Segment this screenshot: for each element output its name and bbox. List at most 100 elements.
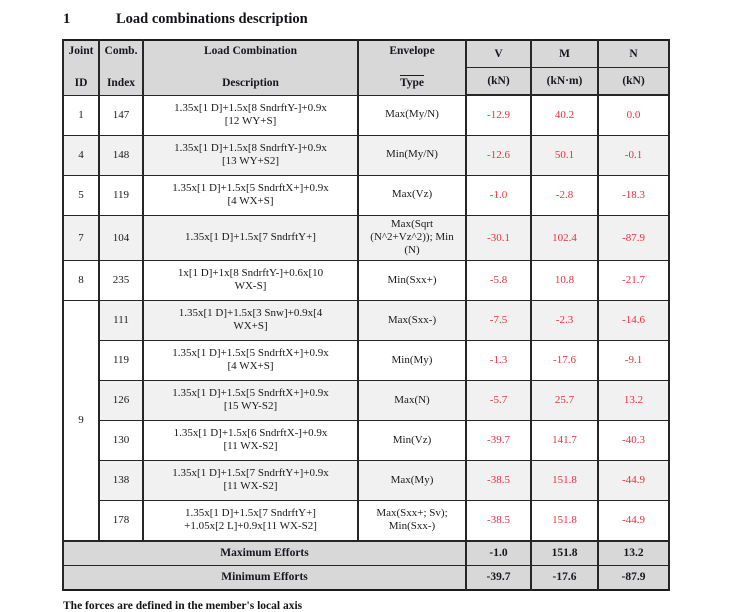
effort-v-cell: -39.7	[465, 564, 532, 591]
load-combination-cell: 1.35x[1 D]+1.5x[7 SndrftY+] +1.05x[2 L]+…	[142, 499, 359, 542]
joint-header-line1: Joint	[68, 45, 94, 58]
load-combinations-table: Joint ID Comb. Index Load Combination De…	[62, 39, 670, 591]
m-value-cell: -17.6	[530, 339, 599, 381]
table-row: 126 1.35x[1 D]+1.5x[5 SndrftX+]+0.9x [15 …	[63, 379, 670, 421]
envelope-type-cell: Max(Sxx-)	[357, 299, 467, 341]
comb-index-cell: 130	[98, 419, 144, 461]
column-unit-v: (kN)	[465, 67, 532, 96]
v-value-cell: -1.0	[465, 174, 532, 216]
envelope-type-cell: Min(My/N)	[357, 134, 467, 176]
comb-header-line2: Index	[106, 77, 136, 90]
table-body: 1 147 1.35x[1 D]+1.5x[8 SndrftY-]+0.9x [12…	[62, 94, 670, 591]
v-value-cell: -38.5	[465, 459, 532, 501]
m-value-cell: 151.8	[530, 499, 599, 542]
envelope-header-line2: Type	[399, 75, 425, 90]
v-value-cell: -1.3	[465, 339, 532, 381]
column-header-joint-id: Joint ID	[62, 39, 100, 96]
joint-id-cell: 9	[62, 299, 100, 542]
n-value-cell: -44.9	[597, 459, 670, 501]
comb-index-cell: 235	[98, 259, 144, 301]
n-value-cell: -0.1	[597, 134, 670, 176]
column-header-comb-index: Comb. Index	[98, 39, 144, 96]
load-combination-cell: 1.35x[1 D]+1.5x[3 Snw]+0.9x[4 WX+S]	[142, 299, 359, 341]
n-value-cell: -21.7	[597, 259, 670, 301]
comb-index-cell: 138	[98, 459, 144, 501]
joint-id-cell: 4	[62, 134, 100, 176]
table-row: 8 235 1x[1 D]+1x[8 SndrftY-]+0.6x[10 WX-S]…	[62, 259, 670, 301]
m-value-cell: 141.7	[530, 419, 599, 461]
envelope-type-cell: Max(Sxx+; Sv); Min(Sxx-)	[357, 499, 467, 542]
load-combination-cell: 1.35x[1 D]+1.5x[7 SndrftY+]	[142, 214, 359, 261]
table-header: Joint ID Comb. Index Load Combination De…	[62, 39, 670, 96]
comb-index-cell: 178	[98, 499, 144, 542]
load-combination-cell: 1.35x[1 D]+1.5x[7 SndrftY+]+0.9x [11 WX-…	[142, 459, 359, 501]
envelope-type-cell: Max(Sqrt (N^2+Vz^2)); Min (N)	[357, 214, 467, 261]
table-row: 138 1.35x[1 D]+1.5x[7 SndrftY+]+0.9x [11 …	[63, 459, 670, 501]
table-row: 1 147 1.35x[1 D]+1.5x[8 SndrftY-]+0.9x [12…	[62, 94, 670, 136]
n-value-cell: 13.2	[597, 379, 670, 421]
envelope-type-cell: Min(Vz)	[357, 419, 467, 461]
v-value-cell: -7.5	[465, 299, 532, 341]
table-row: 5 119 1.35x[1 D]+1.5x[5 SndrftX+]+0.9x [4 …	[62, 174, 670, 216]
envelope-type-cell: Min(Sxx+)	[357, 259, 467, 301]
section-number: 1	[63, 11, 71, 27]
m-value-cell: -2.3	[530, 299, 599, 341]
table-row: 4 148 1.35x[1 D]+1.5x[8 SndrftY-]+0.9x [13…	[62, 134, 670, 176]
load-combination-cell: 1x[1 D]+1x[8 SndrftY-]+0.6x[10 WX-S]	[142, 259, 359, 301]
section-title: Load combinations description	[116, 11, 308, 27]
v-value-cell: -30.1	[465, 214, 532, 261]
column-header-load-combination: Load Combination Description	[142, 39, 359, 96]
desc-header-line2: Description	[222, 77, 279, 90]
envelope-type-cell: Max(N)	[357, 379, 467, 421]
comb-header-line1: Comb.	[104, 45, 138, 58]
joint-id-cell: 5	[62, 174, 100, 216]
m-value-cell: 102.4	[530, 214, 599, 261]
n-value-cell: 0.0	[597, 94, 670, 136]
comb-index-cell: 111	[98, 299, 144, 341]
effort-m-cell: -17.6	[530, 564, 599, 591]
n-value-cell: -9.1	[597, 339, 670, 381]
v-value-cell: -38.5	[465, 499, 532, 542]
effort-label-cell: Maximum Efforts	[62, 539, 467, 566]
joint-id-cell: 8	[62, 259, 100, 301]
v-value-cell: -12.6	[465, 134, 532, 176]
n-value-cell: -14.6	[597, 299, 670, 341]
v-value-cell: -12.9	[465, 94, 532, 136]
m-value-cell: 10.8	[530, 259, 599, 301]
table-row: 178 1.35x[1 D]+1.5x[7 SndrftY+] +1.05x[2 …	[63, 499, 670, 542]
column-header-v: V	[465, 39, 532, 68]
v-value-cell: -39.7	[465, 419, 532, 461]
n-value-cell: -40.3	[597, 419, 670, 461]
column-header-m: M	[530, 39, 599, 68]
table-row: 9 111 1.35x[1 D]+1.5x[3 Snw]+0.9x[4 WX+S] M…	[62, 299, 670, 542]
envelope-type-cell: Max(My)	[357, 459, 467, 501]
v-value-cell: -5.8	[465, 259, 532, 301]
load-combination-cell: 1.35x[1 D]+1.5x[8 SndrftY-]+0.9x [13 WY+…	[142, 134, 359, 176]
joint-header-line2: ID	[74, 77, 88, 90]
comb-index-cell: 119	[98, 174, 144, 216]
envelope-header-line1: Envelope	[389, 45, 435, 58]
n-value-cell: -18.3	[597, 174, 670, 216]
m-value-cell: -2.8	[530, 174, 599, 216]
effort-n-cell: 13.2	[597, 539, 670, 566]
comb-index-cell: 148	[98, 134, 144, 176]
minimum-efforts-row: Minimum Efforts -39.7 -17.6 -87.9	[62, 564, 670, 591]
envelope-type-cell: Min(My)	[357, 339, 467, 381]
column-unit-n: (kN)	[597, 67, 670, 96]
desc-header-line1: Load Combination	[204, 45, 297, 58]
envelope-type-cell: Max(My/N)	[357, 94, 467, 136]
comb-index-cell: 104	[98, 214, 144, 261]
m-value-cell: 151.8	[530, 459, 599, 501]
column-header-envelope-type: Envelope Type	[357, 39, 467, 96]
load-combination-cell: 1.35x[1 D]+1.5x[5 SndrftX+]+0.9x [15 WY-…	[142, 379, 359, 421]
table-footnote: The forces are defined in the member's l…	[63, 599, 303, 612]
effort-n-cell: -87.9	[597, 564, 670, 591]
m-value-cell: 50.1	[530, 134, 599, 176]
joint-id-cell: 7	[62, 214, 100, 261]
comb-index-cell: 119	[98, 339, 144, 381]
n-value-cell: -44.9	[597, 499, 670, 542]
m-value-cell: 25.7	[530, 379, 599, 421]
maximum-efforts-row: Maximum Efforts -1.0 151.8 13.2	[62, 539, 670, 566]
column-header-n: N	[597, 39, 670, 68]
